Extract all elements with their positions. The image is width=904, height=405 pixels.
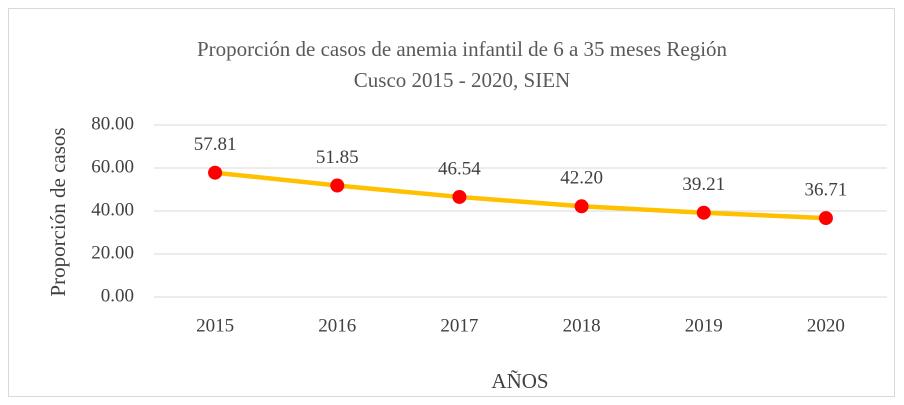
x-tick-label: 2018 [563,315,601,336]
data-label: 36.71 [805,179,848,200]
data-label: 42.20 [560,168,603,189]
y-tick-label: 20.00 [91,242,134,263]
data-label: 39.21 [682,174,725,195]
data-label: 46.54 [438,158,481,179]
x-tick-label: 2015 [196,315,234,336]
data-point [330,178,345,193]
data-point [818,211,833,226]
x-tick-label: 2020 [807,315,845,336]
y-tick-label: 40.00 [91,199,134,220]
data-point [208,165,223,180]
y-tick-label: 0.00 [101,285,134,306]
data-line [212,170,829,221]
data-point [452,189,467,204]
x-tick-label: 2016 [318,315,356,336]
chart-border [8,8,895,397]
x-tick-label: 2017 [440,315,478,336]
y-tick-label: 80.00 [91,113,134,134]
data-point [574,199,589,214]
x-axis-label: AÑOS [491,369,548,393]
y-tick-label: 60.00 [91,156,134,177]
x-tick-label: 2019 [685,315,723,336]
chart-title: Proporción de casos de anemia infantil d… [196,37,728,92]
data-label: 57.81 [194,134,237,155]
y-axis-label: Proporción de casos [46,127,70,296]
data-point [696,205,711,220]
data-label: 51.85 [316,147,359,168]
